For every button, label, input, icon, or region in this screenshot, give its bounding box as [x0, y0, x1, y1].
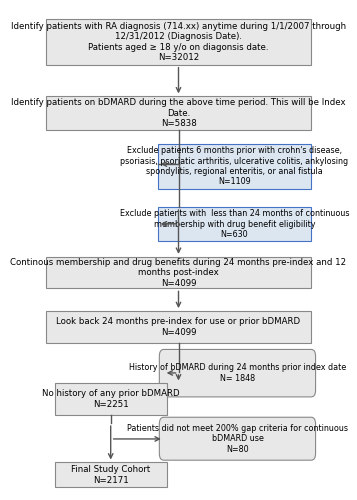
FancyBboxPatch shape	[159, 417, 316, 460]
Text: Identify patients with RA diagnosis (714.xx) anytime during 1/1/2007 through 12/: Identify patients with RA diagnosis (714…	[11, 22, 346, 62]
FancyBboxPatch shape	[55, 462, 167, 487]
Text: No history of any prior bDMARD
N=2251: No history of any prior bDMARD N=2251	[42, 390, 180, 409]
FancyBboxPatch shape	[46, 20, 311, 64]
Text: Identify patients on bDMARD during the above time period. This will be Index Dat: Identify patients on bDMARD during the a…	[11, 98, 346, 128]
Text: Patients did not meet 200% gap criteria for continuous bDMARD use
N=80: Patients did not meet 200% gap criteria …	[127, 424, 348, 454]
FancyBboxPatch shape	[46, 311, 311, 342]
FancyBboxPatch shape	[46, 257, 311, 288]
Text: Look back 24 months pre-index for use or prior bDMARD
N=4099: Look back 24 months pre-index for use or…	[56, 317, 301, 336]
FancyBboxPatch shape	[46, 96, 311, 130]
Text: Exclude patients with  less than 24 months of continuous membership with drug be: Exclude patients with less than 24 month…	[120, 209, 349, 239]
Text: Continous membership and drug benefits during 24 months pre-index and 12 months : Continous membership and drug benefits d…	[10, 258, 347, 288]
Text: History of bDMARD during 24 months prior index date
N= 1848: History of bDMARD during 24 months prior…	[129, 364, 346, 383]
Text: Exclude patients 6 months prior with crohn's disease, psoriasis, psoriatic arthr: Exclude patients 6 months prior with cro…	[120, 146, 348, 186]
FancyBboxPatch shape	[158, 207, 311, 241]
FancyBboxPatch shape	[158, 144, 311, 189]
Text: Final Study Cohort
N=2171: Final Study Cohort N=2171	[71, 465, 150, 484]
FancyBboxPatch shape	[55, 384, 167, 415]
FancyBboxPatch shape	[159, 350, 316, 397]
